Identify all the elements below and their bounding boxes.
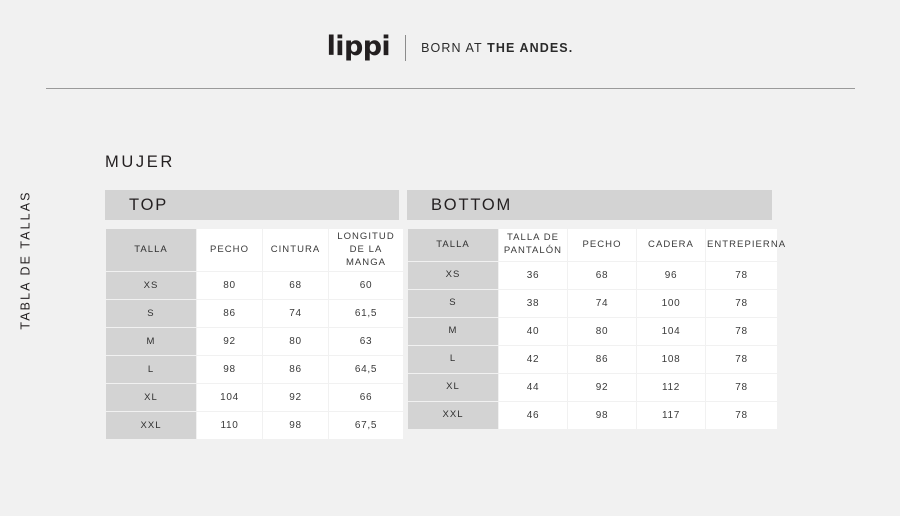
cell-measurement: 110 bbox=[197, 412, 262, 440]
cell-measurement: 104 bbox=[197, 384, 262, 412]
cell-size-label: L bbox=[106, 356, 196, 384]
cell-measurement: 104 bbox=[637, 318, 705, 345]
vertical-side-label: TABLA DE TALLAS bbox=[12, 140, 40, 380]
cell-size-label: XXL bbox=[106, 412, 196, 440]
cell-measurement: 98 bbox=[197, 356, 262, 384]
cell-size-label: XL bbox=[408, 374, 498, 401]
cell-measurement: 112 bbox=[637, 374, 705, 401]
cell-measurement: 44 bbox=[499, 374, 567, 401]
tagline-bold-text: THE ANDES. bbox=[487, 40, 574, 55]
cell-measurement: 80 bbox=[197, 272, 262, 300]
cell-measurement: 78 bbox=[706, 262, 777, 289]
brand-lockup: lippi BORN AT THE ANDES. bbox=[0, 33, 900, 62]
column-header-talla: TALLA bbox=[408, 229, 498, 261]
column-header-pecho: PECHO bbox=[568, 229, 636, 261]
table-header-row: TALLA PECHO CINTURA LONGITUD DE LA MANGA bbox=[106, 229, 403, 272]
header-divider-rule bbox=[46, 88, 855, 89]
cell-measurement: 92 bbox=[197, 328, 262, 356]
table-row: M 40 80 104 78 bbox=[408, 318, 777, 345]
table-head-top: TALLA PECHO CINTURA LONGITUD DE LA MANGA bbox=[106, 229, 403, 272]
brand-divider bbox=[405, 34, 407, 61]
brand-header: lippi BORN AT THE ANDES. bbox=[0, 0, 900, 96]
cell-size-label: XS bbox=[408, 262, 498, 289]
table-header-row: TALLA TALLA DE PANTALÓN PECHO CADERA ENTR… bbox=[408, 229, 785, 261]
table-body-bottom: XS 36 68 96 78 S 38 74 100 78 M 40 80 104 78 L 42 86 108 78… bbox=[408, 262, 777, 429]
column-header-talla-pantalon: TALLA DE PANTALÓN bbox=[499, 229, 567, 261]
cell-size-label: XS bbox=[106, 272, 196, 300]
cell-measurement: 80 bbox=[568, 318, 636, 345]
brand-tagline: BORN AT THE ANDES. bbox=[421, 41, 573, 55]
table-row: S 86 74 61,5 bbox=[106, 300, 403, 328]
cell-size-label: M bbox=[106, 328, 196, 356]
table-row: XL 44 92 112 78 bbox=[408, 374, 777, 401]
cell-measurement: 100 bbox=[637, 290, 705, 317]
table-row: XS 80 68 60 bbox=[106, 272, 403, 300]
cell-measurement: 64,5 bbox=[329, 356, 403, 384]
cell-measurement: 86 bbox=[197, 300, 262, 328]
table-row: XXL 46 98 117 78 bbox=[408, 402, 777, 429]
cell-measurement: 78 bbox=[706, 290, 777, 317]
table-head-bottom: TALLA TALLA DE PANTALÓN PECHO CADERA ENTR… bbox=[408, 229, 785, 261]
cell-measurement: 74 bbox=[568, 290, 636, 317]
size-table-block-top: TOP TALLA PECHO CINTURA LONGITUD DE LA MA… bbox=[105, 190, 404, 441]
table-row: M 92 80 63 bbox=[106, 328, 403, 356]
cell-measurement: 78 bbox=[706, 318, 777, 345]
cell-measurement: 108 bbox=[637, 346, 705, 373]
cell-measurement: 96 bbox=[637, 262, 705, 289]
table-row: L 42 86 108 78 bbox=[408, 346, 777, 373]
table-row: XS 36 68 96 78 bbox=[408, 262, 777, 289]
table-row: L 98 86 64,5 bbox=[106, 356, 403, 384]
cell-measurement: 68 bbox=[568, 262, 636, 289]
size-table-block-bottom: BOTTOM TALLA TALLA DE PANTALÓN PECHO CADE… bbox=[407, 190, 785, 430]
cell-measurement: 46 bbox=[499, 402, 567, 429]
cell-measurement: 78 bbox=[706, 374, 777, 401]
column-header-entrepierna: ENTREPIERNA bbox=[706, 229, 785, 261]
cell-measurement: 78 bbox=[706, 346, 777, 373]
cell-measurement: 117 bbox=[637, 402, 705, 429]
table-band-bottom: BOTTOM bbox=[407, 190, 772, 220]
column-header-longitud-manga: LONGITUD DE LA MANGA bbox=[329, 229, 403, 272]
table-band-top: TOP bbox=[105, 190, 399, 220]
cell-measurement: 78 bbox=[706, 402, 777, 429]
cell-measurement: 92 bbox=[263, 384, 328, 412]
cell-measurement: 68 bbox=[263, 272, 328, 300]
side-label-text: TABLA DE TALLAS bbox=[19, 190, 34, 330]
cell-measurement: 92 bbox=[568, 374, 636, 401]
table-body-top: XS 80 68 60 S 86 74 61,5 M 92 80 63 L 98 86 64,5 XL 104 92… bbox=[106, 272, 403, 440]
table-bottom: TALLA TALLA DE PANTALÓN PECHO CADERA ENTR… bbox=[407, 228, 785, 430]
cell-measurement: 86 bbox=[263, 356, 328, 384]
cell-size-label: S bbox=[408, 290, 498, 317]
cell-size-label: XL bbox=[106, 384, 196, 412]
cell-measurement: 98 bbox=[568, 402, 636, 429]
column-header-pecho: PECHO bbox=[197, 229, 262, 272]
cell-size-label: XXL bbox=[408, 402, 498, 429]
column-header-talla: TALLA bbox=[106, 229, 196, 272]
cell-measurement: 66 bbox=[329, 384, 403, 412]
cell-measurement: 36 bbox=[499, 262, 567, 289]
cell-measurement: 42 bbox=[499, 346, 567, 373]
cell-measurement: 38 bbox=[499, 290, 567, 317]
table-row: S 38 74 100 78 bbox=[408, 290, 777, 317]
cell-size-label: L bbox=[408, 346, 498, 373]
cell-size-label: S bbox=[106, 300, 196, 328]
cell-measurement: 86 bbox=[568, 346, 636, 373]
table-top: TALLA PECHO CINTURA LONGITUD DE LA MANGA … bbox=[105, 228, 404, 441]
cell-measurement: 80 bbox=[263, 328, 328, 356]
cell-measurement: 67,5 bbox=[329, 412, 403, 440]
table-row: XXL 110 98 67,5 bbox=[106, 412, 403, 440]
cell-size-label: M bbox=[408, 318, 498, 345]
cell-measurement: 40 bbox=[499, 318, 567, 345]
column-header-cadera: CADERA bbox=[637, 229, 705, 261]
cell-measurement: 74 bbox=[263, 300, 328, 328]
table-row: XL 104 92 66 bbox=[106, 384, 403, 412]
tagline-light-text: BORN AT bbox=[421, 40, 483, 55]
page-title: MUJER bbox=[105, 153, 175, 171]
column-header-cintura: CINTURA bbox=[263, 229, 328, 272]
cell-measurement: 98 bbox=[263, 412, 328, 440]
cell-measurement: 63 bbox=[329, 328, 403, 356]
cell-measurement: 60 bbox=[329, 272, 403, 300]
cell-measurement: 61,5 bbox=[329, 300, 403, 328]
lippi-logo: lippi bbox=[326, 31, 391, 62]
